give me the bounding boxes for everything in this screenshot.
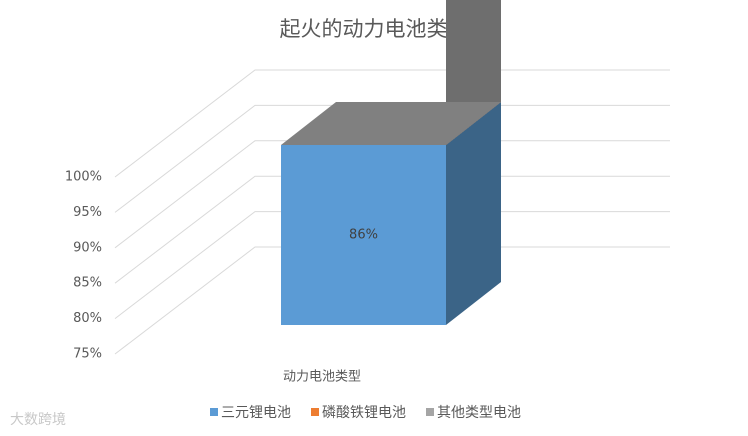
bar-top	[281, 102, 501, 145]
grid-line	[114, 211, 670, 319]
bar	[281, 145, 446, 325]
grid-line	[114, 104, 670, 213]
legend-swatch	[426, 408, 434, 416]
legend-label: 三元锂电池	[221, 405, 291, 421]
y-tick-label: 95%	[73, 205, 102, 220]
y-tick-label: 90%	[73, 240, 102, 255]
bar-side	[446, 102, 501, 325]
grid-line	[114, 246, 670, 355]
data-label: 86%	[349, 228, 378, 243]
grid-line	[114, 69, 670, 178]
legend-swatch	[311, 408, 319, 416]
watermark: 大数跨境	[10, 412, 66, 428]
legend-label: 磷酸铁锂电池	[322, 405, 406, 421]
y-tick-label: 80%	[73, 311, 102, 326]
grid-line	[114, 140, 670, 249]
x-tick-label: 动力电池类型	[283, 370, 361, 385]
grid-line	[114, 175, 670, 284]
chart-title: 起火的动力电池类型	[280, 17, 469, 41]
y-tick-label: 85%	[73, 276, 102, 291]
y-tick-label: 100%	[65, 170, 102, 185]
y-tick-label: 75%	[73, 347, 102, 362]
legend-label: 其他类型电池	[437, 405, 521, 421]
legend-swatch	[210, 408, 218, 416]
